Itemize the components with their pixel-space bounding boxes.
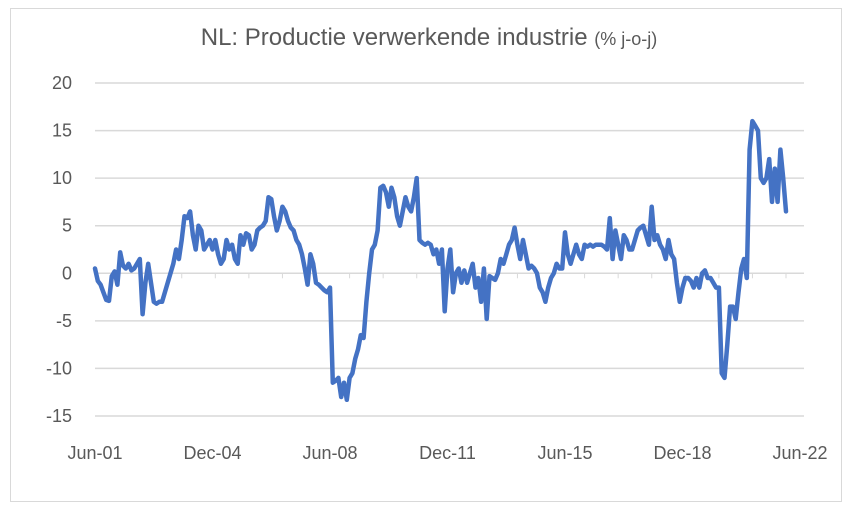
y-tick-label: -5 (56, 311, 72, 331)
y-tick-label: 15 (52, 121, 72, 141)
series-group (92, 118, 789, 403)
x-tick-label: Jun-22 (772, 443, 827, 463)
series-line (92, 118, 789, 403)
chart-title-unit: (% j-o-j) (594, 29, 658, 49)
x-tick-label: Jun-08 (302, 443, 357, 463)
y-tick-label: 5 (62, 216, 72, 236)
y-axis-tick-labels: 20 15 10 5 0 -5 -10 -15 (46, 73, 72, 426)
chart-frame (10, 8, 842, 502)
y-tick-label: 10 (52, 168, 72, 188)
y-tick-label: -10 (46, 358, 72, 378)
x-tick-label: Jun-15 (537, 443, 592, 463)
x-tick-label: Dec-04 (183, 443, 241, 463)
y-tick-label: 0 (62, 263, 72, 283)
chart-title-main: NL: Productie verwerkende industrie (200, 24, 588, 51)
gridlines (95, 82, 804, 417)
y-tick-label: -15 (46, 406, 72, 426)
y-tick-label: 20 (52, 73, 72, 93)
x-axis-tick-labels: Jun-01 Dec-04 Jun-08 Dec-11 Jun-15 Dec-18 Jun-… (67, 443, 827, 463)
x-tick-label: Dec-18 (653, 443, 711, 463)
x-tick-label: Jun-01 (67, 443, 122, 463)
x-tick-label: Dec-11 (419, 443, 476, 463)
chart-title: NL: Productie verwerkende industrie (% j… (0, 24, 858, 52)
